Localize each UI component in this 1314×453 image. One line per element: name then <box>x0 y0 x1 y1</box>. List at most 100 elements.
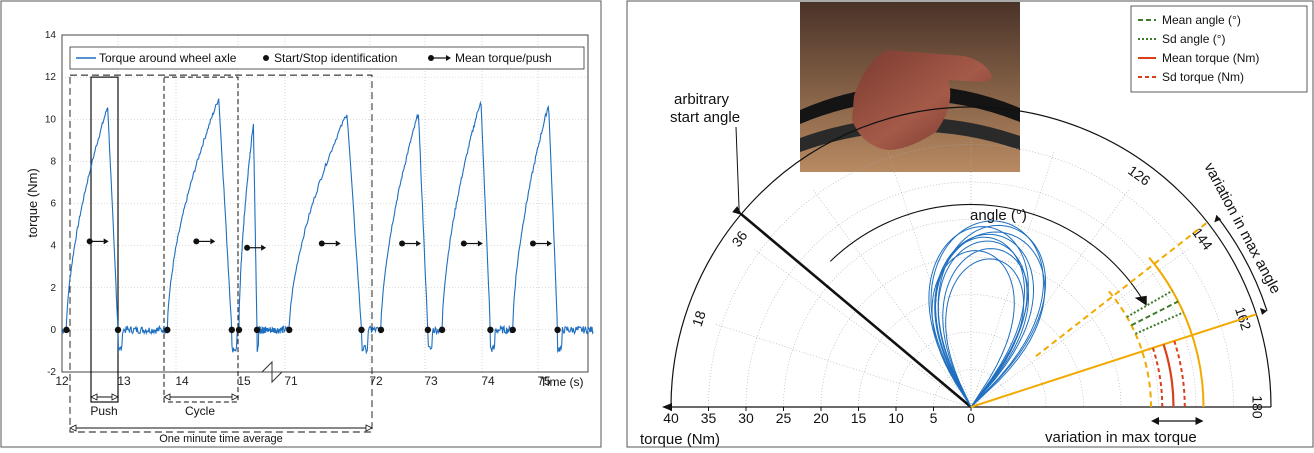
y-tick-label: 6 <box>50 199 56 210</box>
polar-plot: 40353025201510501836126144162180 Mean an… <box>626 0 1314 448</box>
polar-chart: 40353025201510501836126144162180 Mean an… <box>626 0 1314 448</box>
variation-torque-label: variation in max torque <box>1045 429 1197 446</box>
torque-tick-label: 10 <box>888 410 904 426</box>
outer-arc <box>670 106 1272 408</box>
start-angle-pointer <box>735 126 740 213</box>
legend-mean-torque-label: Mean torque (Nm) <box>1162 51 1259 65</box>
push-end-marker <box>424 326 432 334</box>
x-tick-label: 14 <box>175 374 189 388</box>
sd-torque-arc-low <box>1151 347 1164 408</box>
torque-tick-label: 25 <box>776 410 792 426</box>
x-tick-label: 74 <box>481 374 495 388</box>
y-tick-label: 0 <box>50 325 56 336</box>
torque-time-chart: -2 0 2 4 6 8 10 12 14 12 13 14 15 71 72 73 74 75 Torque … <box>0 0 604 448</box>
torque-tick-label: 40 <box>663 410 679 426</box>
push-end-marker <box>358 326 365 334</box>
legend-mean-arrowhead <box>446 55 451 61</box>
torque-variation-arrowhead-left <box>1151 417 1159 425</box>
push-start-marker <box>438 326 446 334</box>
y-tick-label: -2 <box>47 367 56 378</box>
x-tick-label: 73 <box>424 374 438 388</box>
legend-trace-label: Torque around wheel axle <box>99 51 237 65</box>
push-start-marker <box>235 326 243 334</box>
torque-ring <box>783 219 1159 408</box>
sd-angle-line-high <box>1135 311 1184 335</box>
torque-tick-label: 5 <box>930 410 938 426</box>
average-box <box>69 74 373 433</box>
legend-mean-label: Mean torque/push <box>455 51 552 65</box>
min-torque-arc <box>1108 290 1152 408</box>
legend: Mean angle (°) Sd angle (°) Mean torque … <box>1130 5 1308 93</box>
torque-ring <box>820 256 1122 408</box>
average-span-right-arrowhead <box>365 424 373 432</box>
torque-axis-label: torque (Nm) <box>640 431 720 448</box>
mean-torque-arrowhead <box>477 240 483 247</box>
push-start-marker <box>286 326 293 334</box>
legend-sd-torque-label: Sd torque (Nm) <box>1162 70 1244 84</box>
x-tick-label: 72 <box>369 374 383 388</box>
push-end-marker <box>554 326 561 334</box>
start-angle-label-line1: arbitrary <box>674 91 730 108</box>
photo-hand <box>852 50 992 150</box>
legend-startstop-label: Start/Stop identification <box>274 51 397 65</box>
angle-spoke <box>887 150 972 408</box>
panel-border <box>0 0 602 448</box>
torque-variation-arrowhead-right <box>1195 417 1204 425</box>
x-tick-labels: 12 13 14 15 71 72 73 74 75 <box>55 374 551 388</box>
torque-loops <box>928 220 1047 408</box>
plot-frame <box>61 34 589 373</box>
torque-loop <box>931 250 1015 408</box>
push-start-marker <box>63 326 70 334</box>
torque-axis-arrowhead <box>662 403 672 411</box>
x-axis-label: Time (s) <box>540 375 584 389</box>
mean-torque-arc <box>1162 344 1175 408</box>
y-axis-label: torque (Nm) <box>25 168 40 237</box>
max-angle-line <box>970 313 1257 408</box>
push-start-marker <box>509 326 516 334</box>
angle-variation-arrowhead-top <box>1214 215 1222 223</box>
angle-tick-label: 36 <box>728 228 750 250</box>
push-end-marker <box>253 326 261 334</box>
cycle-label: Cycle <box>185 404 215 418</box>
x-tick-label: 75 <box>537 374 551 388</box>
legend-sd-angle-label: Sd angle (°) <box>1162 32 1226 46</box>
angle-label: angle (°) <box>970 207 1027 224</box>
push-start-marker <box>377 326 385 334</box>
torque-tick-label: 20 <box>813 410 829 426</box>
mean-torque-markers <box>86 238 552 251</box>
x-tick-label: 71 <box>284 374 298 388</box>
angle-spoke <box>812 188 972 408</box>
push-label: Push <box>90 404 117 418</box>
wheel-photo <box>800 2 1020 172</box>
sd-angle-line-low <box>1126 289 1173 318</box>
torque-loop <box>937 240 1028 408</box>
y-tick-label: 4 <box>50 241 56 252</box>
max-torque-arc <box>1148 256 1205 408</box>
angle-tick-label: 18 <box>689 308 709 328</box>
push-span-right-arrowhead <box>111 393 119 401</box>
push-start-marker <box>164 326 171 334</box>
y-tick-labels: -2 0 2 4 6 8 10 12 14 <box>45 30 57 378</box>
mean-torque-arrowhead <box>546 240 552 247</box>
torque-tick-label: 35 <box>701 410 717 426</box>
average-span-left-arrowhead <box>69 424 77 432</box>
mean-torque-arrowhead <box>103 238 109 245</box>
torque-loop <box>934 233 1034 408</box>
torque-ring <box>895 331 1047 408</box>
mean-angle-line <box>1130 300 1179 327</box>
angle-tick-label: 180 <box>1249 395 1265 419</box>
y-tick-label: 8 <box>50 156 56 167</box>
mean-torque-arrowhead <box>416 240 422 247</box>
angle-spoke <box>752 248 972 408</box>
torque-time-plot: -2 0 2 4 6 8 10 12 14 12 13 14 15 71 72 73 74 75 Torque … <box>0 0 602 448</box>
torque-ring <box>858 294 1084 408</box>
legend-box <box>69 46 585 70</box>
y-tick-label: 2 <box>50 283 56 294</box>
push-end-marker <box>487 326 494 334</box>
torque-trace <box>61 98 594 355</box>
angle-variation-arrowhead-bottom <box>1260 307 1268 315</box>
average-label: One minute time average <box>159 433 283 445</box>
legend-mean-angle-label: Mean angle (°) <box>1162 13 1241 27</box>
angle-variation-arc <box>1215 215 1268 312</box>
mean-torque-arrowhead <box>335 240 341 247</box>
